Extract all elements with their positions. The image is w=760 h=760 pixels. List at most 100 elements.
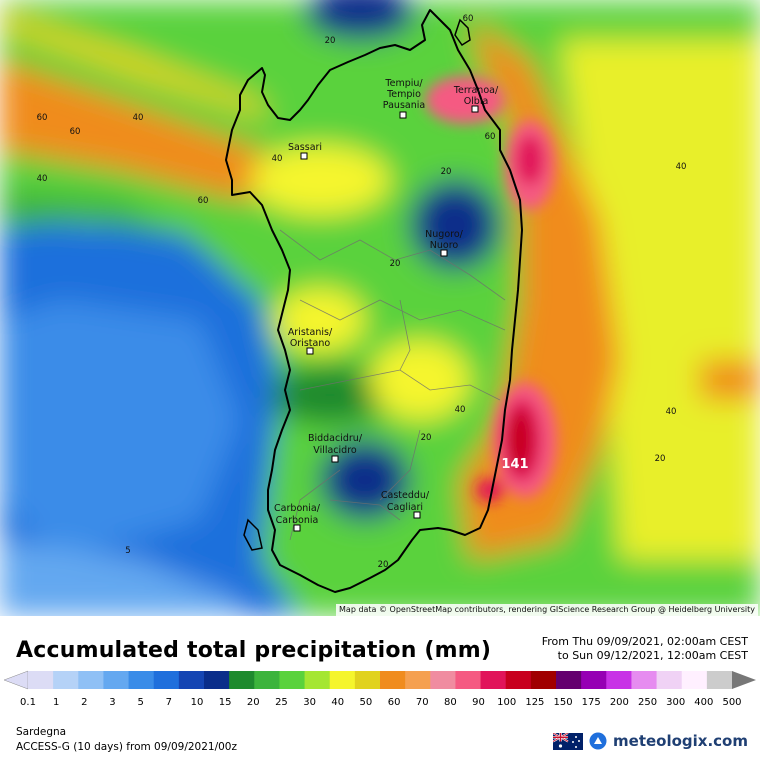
scale-arrow-right (732, 671, 756, 689)
precipitation-map[interactable]: 20 60 60 40 60 40 40 60 40 20 60 40 20 4… (0, 0, 760, 616)
color-scale (0, 668, 760, 692)
scale-swatch (430, 671, 456, 689)
page-title: Accumulated total precipitation (mm) (16, 638, 492, 663)
scale-swatch (128, 671, 155, 689)
scale-label: 20 (246, 697, 260, 708)
city-label: Cagliari (387, 502, 423, 513)
scale-label: 300 (666, 697, 686, 708)
contour-label: 20 (378, 560, 389, 570)
region-name: Sardegna (16, 726, 67, 738)
scale-label: 25 (275, 697, 288, 708)
scale-swatch (455, 671, 482, 689)
city-sassari[interactable]: Sassari (288, 142, 322, 160)
australia-flag-icon (553, 732, 584, 750)
contour-label: 40 (676, 162, 687, 172)
contour-label: 20 (421, 433, 432, 443)
scale-label: 3 (109, 697, 116, 708)
map-attribution: Map data © OpenStreetMap contributors, r… (336, 604, 758, 616)
city-marker-icon (331, 455, 339, 463)
contour-label: 40 (455, 405, 466, 415)
scale-label: 2 (81, 697, 88, 708)
city-marker-icon (413, 511, 421, 519)
city-label: Nugoro/ (425, 229, 463, 240)
city-marker-icon (300, 152, 308, 160)
contour-label: 60 (70, 127, 81, 137)
scale-swatch (103, 671, 130, 689)
city-label: Tempio (386, 89, 421, 100)
scale-swatch (505, 671, 532, 689)
scale-label: 5 (137, 697, 144, 708)
city-carbonia[interactable]: Carbonia/ Carbonia (274, 503, 321, 532)
precipitation-field (0, 0, 760, 616)
city-villacidro[interactable]: Biddacidru/ Villacidro (308, 433, 363, 463)
scale-label: 175 (581, 697, 601, 708)
contour-label: 60 (463, 14, 474, 24)
scale-label: 30 (303, 697, 316, 708)
scale-label: 150 (553, 697, 573, 708)
scale-label: 50 (359, 697, 373, 708)
city-markers: Tempiu/ Tempio Pausania Terranoa/ Olbia … (274, 78, 499, 532)
island-outline (454, 18, 471, 47)
scale-arrow-left (3, 670, 29, 690)
scale-label: 0.1 (20, 697, 36, 708)
city-label: Aristanis/ (288, 327, 333, 338)
city-oristano[interactable]: Aristanis/ Oristano (288, 327, 333, 355)
city-olbia[interactable]: Terranoa/ Olbia (453, 85, 499, 113)
scale-label: 15 (218, 697, 232, 708)
scale-swatch (480, 671, 507, 689)
scale-swatch (581, 671, 607, 689)
scale-label: 90 (472, 697, 485, 708)
forecast-period: From Thu 09/09/2021, 02:00am CEST to Sun… (542, 635, 748, 663)
scale-swatch (304, 671, 331, 689)
city-label: Biddacidru/ (308, 433, 363, 444)
scale-swatch (530, 671, 557, 689)
contour-label: 40 (666, 407, 677, 417)
scale-swatch (229, 671, 255, 689)
contour-label: 20 (655, 454, 666, 464)
contour-label: 40 (272, 154, 283, 164)
scale-swatch (53, 671, 79, 689)
city-label: Carbonia (276, 515, 319, 526)
scale-swatch (28, 671, 54, 689)
scale-label: 7 (165, 697, 172, 708)
city-label: Olbia (464, 96, 489, 107)
scale-swatch (706, 671, 733, 689)
city-label: Nuoro (430, 240, 459, 251)
scale-label: 10 (190, 697, 204, 708)
contour-label: 60 (198, 196, 209, 206)
city-label: Pausania (383, 100, 425, 111)
city-marker-icon (471, 105, 479, 113)
brand[interactable]: meteologix.com (553, 731, 748, 751)
city-nuoro[interactable]: Nugoro/ Nuoro (425, 229, 464, 257)
scale-label: 80 (444, 697, 457, 708)
contour-label: 60 (485, 132, 496, 142)
scale-swatch (204, 671, 230, 689)
city-label: Tempiu/ (384, 78, 423, 89)
city-tempio-pausania[interactable]: Tempiu/ Tempio Pausania (383, 78, 425, 119)
island-outline (243, 518, 263, 551)
scale-label: 250 (637, 697, 658, 708)
city-label: Oristano (290, 338, 331, 349)
contour-label: 20 (390, 259, 401, 269)
scale-swatch (178, 671, 205, 689)
scale-swatch (354, 671, 381, 689)
scale-swatch (405, 671, 431, 689)
contour-label: 40 (133, 113, 144, 123)
contour-label: 60 (37, 113, 48, 123)
city-marker-icon (440, 249, 448, 257)
scale-label: 1 (52, 697, 60, 708)
scale-swatch (78, 671, 104, 689)
city-label: Terranoa/ (453, 85, 499, 96)
contour-label: 20 (441, 167, 452, 177)
contour-label: 40 (37, 174, 48, 184)
scale-swatch (681, 671, 708, 689)
province-boundaries (279, 229, 506, 541)
max-value-marker: 141 (501, 457, 528, 472)
brand-name: meteologix.com (613, 732, 748, 750)
scale-swatch (631, 671, 658, 689)
scale-label: 70 (415, 697, 429, 708)
contour-label: 5 (125, 546, 130, 556)
city-marker-icon (306, 347, 314, 355)
city-cagliari[interactable]: Casteddu/ Cagliari (381, 490, 430, 519)
period-start: From Thu 09/09/2021, 02:00am CEST (541, 635, 748, 648)
